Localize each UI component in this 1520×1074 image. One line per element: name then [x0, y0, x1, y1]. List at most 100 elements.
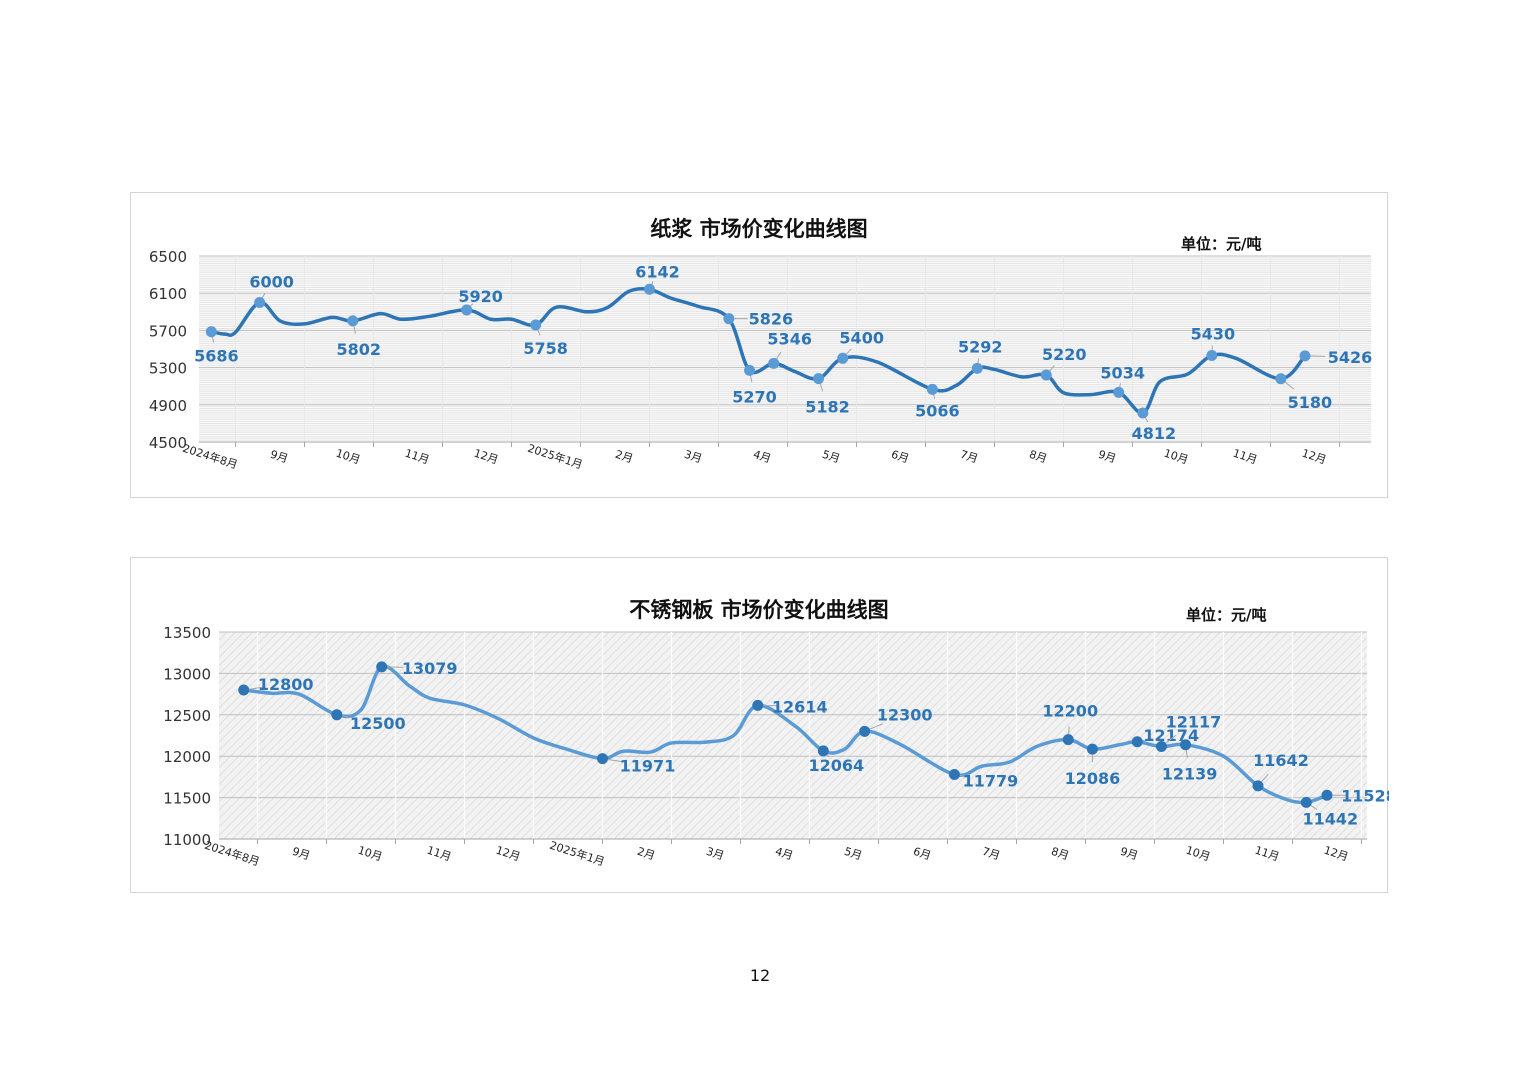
data-label: 5220: [1042, 345, 1087, 364]
x-tick-label: 2024年8月: [203, 838, 262, 869]
data-point: [1113, 386, 1125, 398]
data-point: [926, 383, 938, 395]
data-point: [1299, 350, 1311, 362]
data-label: 5400: [839, 328, 884, 347]
x-tick-label: 12月: [1300, 447, 1328, 467]
stainless-steel-price-chart: 13500 13000 12500 12000 11500 11000 2024年8月 9月 1…: [130, 557, 1389, 893]
y-tick-label: 6500: [149, 248, 187, 266]
data-point: [752, 699, 764, 711]
data-label: 12064: [808, 756, 864, 775]
y-tick-label: 13500: [163, 624, 211, 642]
data-label: 12200: [1042, 702, 1098, 721]
data-point: [1300, 796, 1312, 808]
x-tick-label: 7月: [981, 845, 1002, 863]
x-tick-label: 2024年8月: [181, 441, 240, 472]
data-label: 5182: [805, 398, 850, 417]
stainless-chart-title: 不锈钢板 市场价变化曲线图: [629, 598, 889, 622]
y-tick-label: 4500: [149, 434, 187, 452]
x-tick-label: 9月: [1097, 448, 1118, 466]
x-tick-label: 10月: [334, 447, 362, 467]
y-tick-label: 12000: [163, 748, 211, 766]
data-point: [597, 753, 608, 765]
data-point: [1062, 734, 1074, 746]
data-label: 5292: [958, 337, 1003, 356]
data-point: [1086, 743, 1098, 755]
data-point: [1180, 739, 1192, 751]
x-tick-label: 3月: [683, 448, 704, 466]
pulp-unit-label: 单位：元/吨: [1181, 235, 1262, 253]
y-tick-label: 5700: [149, 322, 187, 340]
data-point: [971, 362, 983, 374]
y-tick-label: 4900: [149, 397, 187, 415]
x-tick-label: 10月: [356, 844, 384, 864]
x-tick-label: 3月: [705, 845, 726, 863]
x-tick-label: 6月: [890, 448, 911, 466]
data-label: 6000: [249, 273, 294, 292]
y-tick-label: 11500: [163, 790, 211, 808]
data-label: 5346: [767, 329, 812, 348]
data-point: [837, 352, 849, 364]
x-tick-label: 12月: [494, 844, 522, 864]
data-label: 5426: [1328, 348, 1373, 367]
x-tick-label: 9月: [1119, 845, 1140, 863]
data-label: 5920: [458, 287, 503, 306]
pulp-chart-title: 纸浆 市场价变化曲线图: [650, 217, 868, 241]
data-point: [461, 304, 473, 316]
x-tick-label: 11月: [1253, 844, 1281, 864]
data-point: [376, 661, 388, 673]
y-tick-label: 11000: [163, 831, 211, 849]
data-label: 11528: [1341, 786, 1389, 805]
data-point: [347, 315, 359, 327]
data-point: [1137, 407, 1149, 419]
y-tick-label: 13000: [163, 665, 211, 683]
x-tick-label: 4月: [774, 845, 795, 863]
data-point: [1155, 741, 1167, 753]
data-point: [1275, 373, 1287, 385]
data-label: 4812: [1132, 424, 1177, 443]
data-label: 5180: [1288, 393, 1333, 412]
data-point: [1040, 369, 1052, 381]
data-point: [530, 319, 542, 331]
data-label: 12500: [350, 714, 406, 733]
x-tick-label: 11月: [403, 447, 431, 467]
data-label: 6142: [635, 262, 680, 281]
data-label: 5826: [749, 310, 794, 329]
x-tick-label: 2025年1月: [526, 441, 585, 472]
data-point: [744, 364, 756, 376]
data-point: [723, 313, 735, 325]
data-point: [1131, 736, 1143, 748]
data-point: [331, 709, 343, 721]
data-point: [859, 725, 871, 737]
x-tick-label: 2月: [636, 845, 657, 863]
y-tick-label: 12500: [163, 707, 211, 725]
data-point: [1252, 780, 1264, 792]
data-point: [1321, 789, 1333, 801]
data-label: 12117: [1166, 713, 1222, 732]
x-tick-label: 10月: [1162, 447, 1190, 467]
data-point: [813, 373, 825, 385]
x-tick-label: 5月: [821, 448, 842, 466]
data-label: 12086: [1065, 769, 1121, 788]
data-label: 12139: [1162, 765, 1218, 784]
data-label: 5430: [1191, 325, 1236, 344]
data-label: 12614: [772, 697, 828, 716]
data-label: 11642: [1253, 751, 1309, 770]
x-tick-label: 8月: [1050, 845, 1071, 863]
x-tick-label: 9月: [269, 448, 290, 466]
data-point: [205, 326, 217, 338]
data-label: 5270: [732, 387, 777, 406]
x-tick-label: 11月: [425, 844, 453, 864]
data-label: 5802: [337, 340, 382, 359]
data-point: [817, 745, 829, 757]
data-point: [1206, 350, 1218, 362]
data-label: 13079: [402, 659, 458, 678]
x-tick-label: 9月: [291, 845, 312, 863]
x-tick-label: 5月: [843, 845, 864, 863]
data-label: 12800: [258, 675, 314, 694]
x-tick-label: 7月: [959, 448, 980, 466]
x-tick-label: 12月: [472, 447, 500, 467]
data-label: 11971: [620, 757, 676, 776]
data-point: [254, 297, 266, 308]
